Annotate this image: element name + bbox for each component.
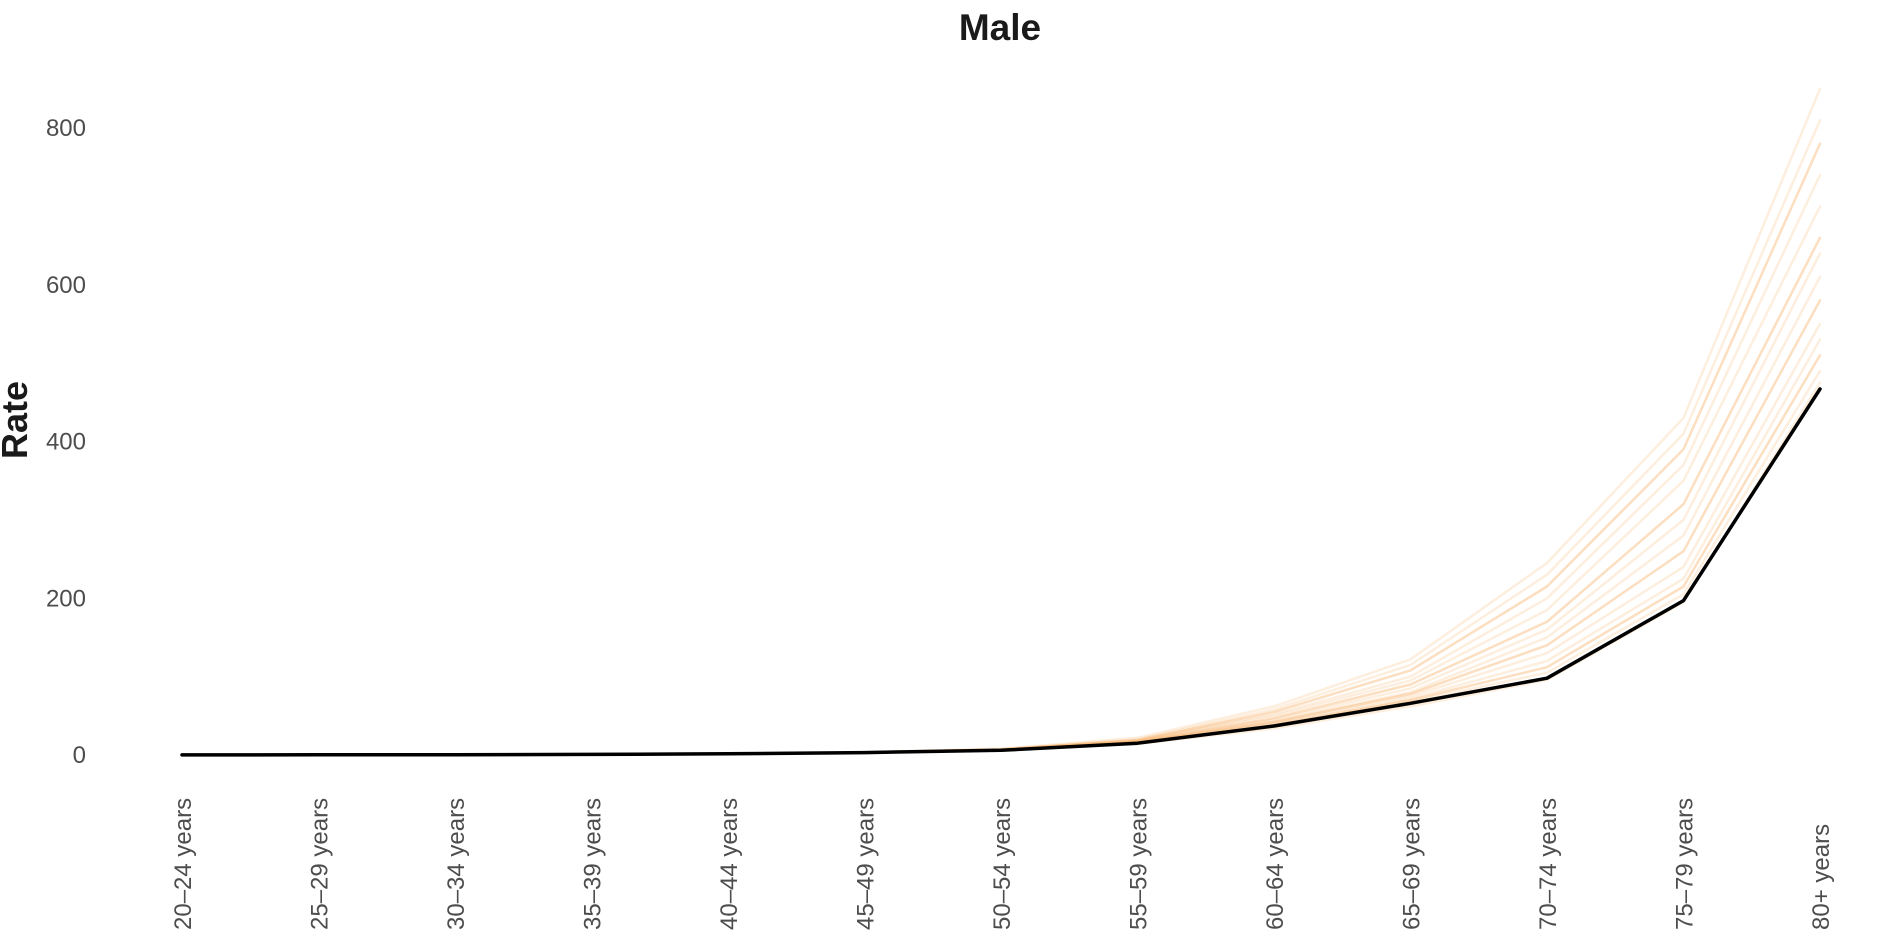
y-tick-label: 800 xyxy=(46,115,86,142)
x-tick-label: 35–39 years xyxy=(580,798,607,930)
x-tick-label: 75–79 years xyxy=(1672,798,1699,930)
y-tick-label: 200 xyxy=(46,585,86,612)
x-tick-label: 25–29 years xyxy=(307,798,334,930)
x-tick-label: 40–44 years xyxy=(716,798,743,930)
background-series-line xyxy=(180,299,1822,757)
y-tick-label: 0 xyxy=(73,742,86,769)
highlight-series-group xyxy=(180,387,1822,757)
y-tick-label: 400 xyxy=(46,429,86,456)
background-series-line xyxy=(180,87,1822,757)
background-series-group xyxy=(180,87,1822,757)
x-tick-label: 50–54 years xyxy=(989,798,1016,930)
x-axis-ticks: 20–24 years 25–29 years 30–34 years 35–39 y… xyxy=(170,798,1835,930)
x-tick-label: 20–24 years xyxy=(170,798,197,930)
highlight-series-line xyxy=(180,387,1822,757)
background-series-line xyxy=(180,173,1822,757)
chart-title: Male xyxy=(959,7,1041,48)
background-series-line xyxy=(180,252,1822,757)
y-axis-ticks: 0 200 400 600 800 xyxy=(46,115,86,769)
x-tick-label: 45–49 years xyxy=(853,798,880,930)
background-series-line xyxy=(180,205,1822,757)
x-tick-label: 30–34 years xyxy=(443,798,470,930)
background-series-line xyxy=(180,369,1822,757)
x-tick-label: 65–69 years xyxy=(1399,798,1426,930)
background-series-line xyxy=(180,322,1822,757)
background-series-line xyxy=(180,275,1822,757)
background-series-line xyxy=(180,118,1822,757)
background-series-line xyxy=(180,236,1822,757)
y-tick-label: 600 xyxy=(46,272,86,299)
x-tick-label: 55–59 years xyxy=(1126,798,1153,930)
x-tick-label: 80+ years xyxy=(1808,824,1835,930)
x-tick-label: 60–64 years xyxy=(1262,798,1289,930)
x-tick-label: 70–74 years xyxy=(1535,798,1562,930)
background-series-line xyxy=(180,381,1822,757)
y-axis-title: Rate xyxy=(0,381,35,459)
background-series-line xyxy=(180,354,1822,757)
